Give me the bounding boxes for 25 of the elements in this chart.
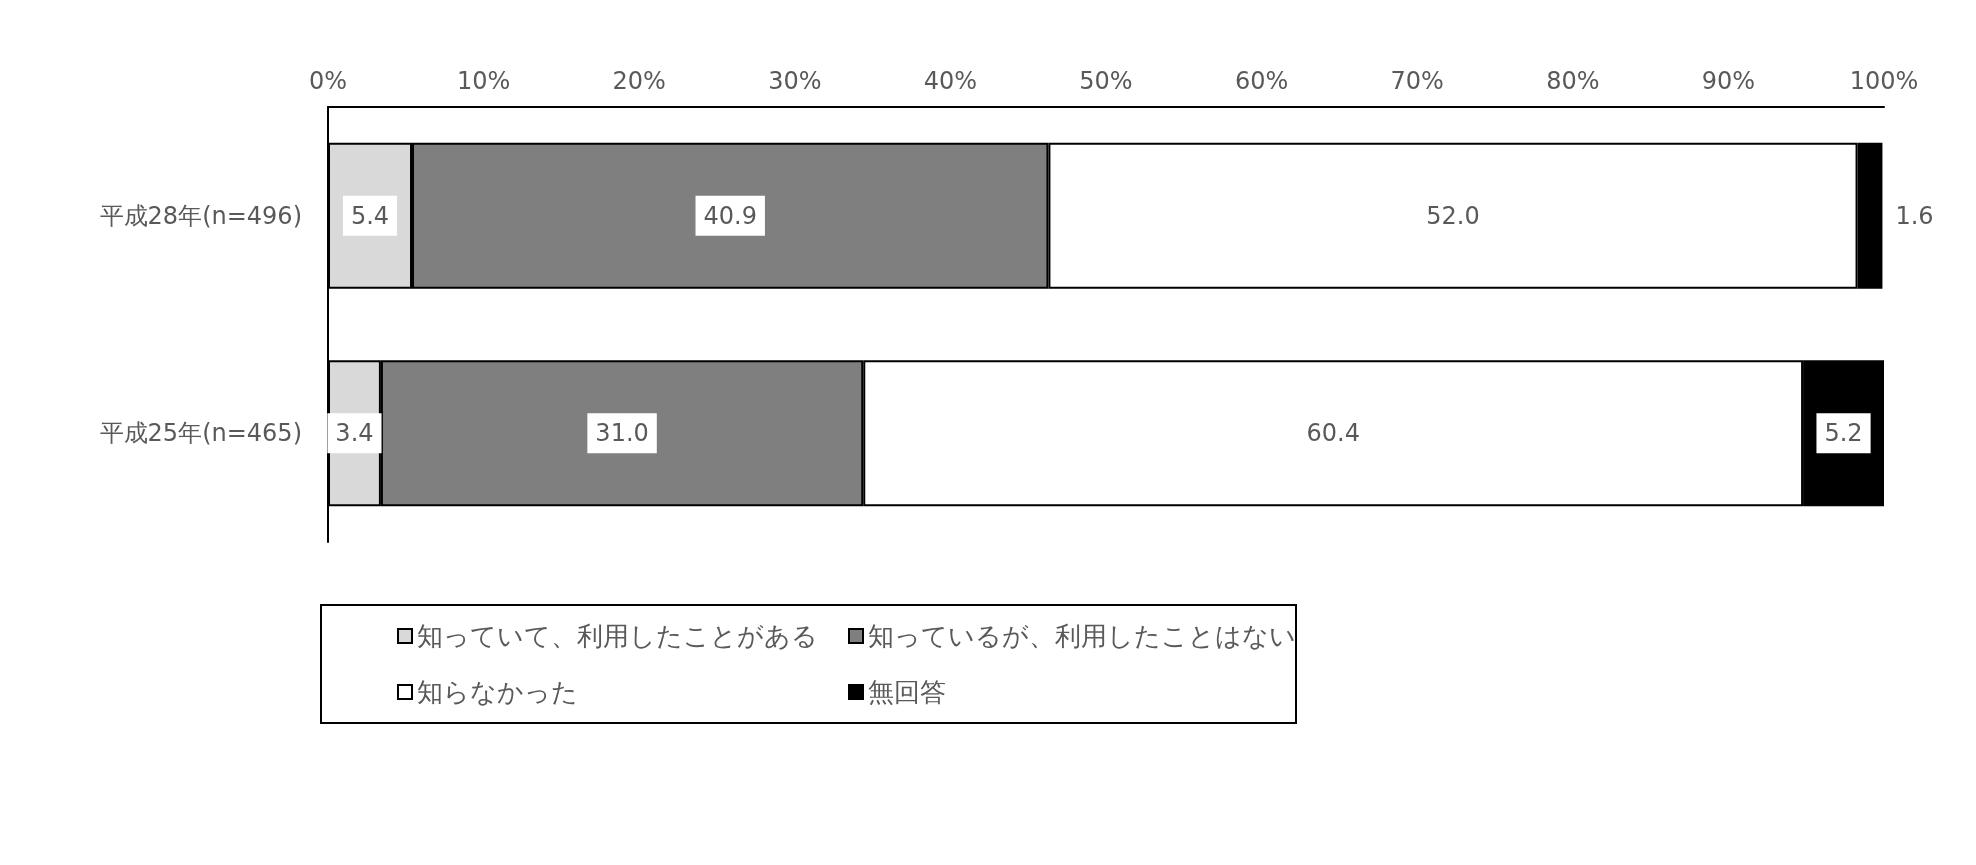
data-label: 60.4	[1306, 419, 1360, 448]
x-tick-label: 20%	[612, 67, 666, 95]
data-label: 40.9	[703, 201, 757, 230]
x-tick-label: 100%	[1849, 67, 1919, 95]
legend-label: 知っているが、利用したことはない	[868, 621, 1296, 651]
data-label: 31.0	[595, 419, 649, 448]
data-label: 5.4	[350, 201, 390, 230]
data-label: 1.6	[1895, 201, 1934, 230]
x-tick-label: 70%	[1390, 67, 1444, 95]
y-tick-label: 平成28年(n=496)	[99, 201, 302, 230]
legend-label: 無回答	[868, 677, 946, 707]
x-tick-label: 30%	[768, 67, 822, 95]
x-tick-label: 50%	[1079, 67, 1133, 95]
data-label: 52.0	[1426, 201, 1480, 230]
y-tick-label: 平成25年(n=465)	[99, 419, 302, 448]
legend-label: 知っていて、利用したことがある	[417, 621, 818, 651]
x-tick-label: 80%	[1546, 67, 1600, 95]
x-tick-label: 60%	[1234, 67, 1289, 95]
x-tick-label: 40%	[923, 67, 978, 95]
x-tick-label: 10%	[456, 67, 511, 95]
legend-label: 知らなかった	[417, 677, 578, 707]
data-label: 5.2	[1824, 419, 1863, 448]
data-label: 3.4	[335, 419, 374, 448]
x-tick-label: 0%	[308, 67, 348, 95]
x-tick-label: 90%	[1701, 67, 1756, 95]
